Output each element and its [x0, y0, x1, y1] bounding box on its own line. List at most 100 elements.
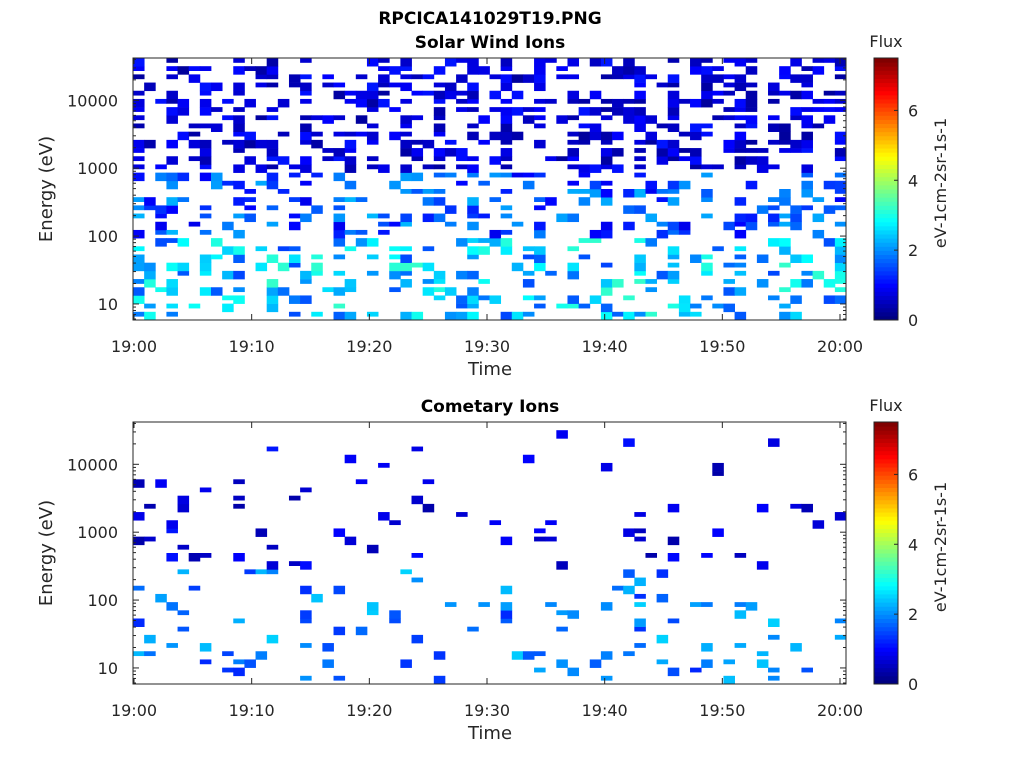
- heatmap-cell: [311, 115, 323, 121]
- heatmap-cell: [378, 98, 390, 108]
- heatmap-cell: [745, 66, 758, 75]
- heatmap-cell: [300, 82, 312, 92]
- heatmap-cell: [333, 254, 346, 260]
- y-tick-label: 100: [87, 591, 118, 610]
- x-tick-label: 19:50: [699, 337, 745, 356]
- heatmap-cell: [634, 189, 646, 198]
- heatmap-cell: [734, 270, 747, 276]
- heatmap-cell: [734, 148, 747, 153]
- colorbar-swatch: [874, 250, 898, 255]
- heatmap-cell: [444, 90, 457, 100]
- heatmap-cell: [667, 667, 680, 677]
- heatmap-cell: [600, 287, 613, 296]
- heatmap-cell: [300, 74, 312, 80]
- heatmap-cell: [210, 287, 223, 296]
- heatmap-cell: [233, 164, 245, 173]
- heatmap-cell: [801, 172, 813, 178]
- heatmap-cell: [400, 82, 412, 92]
- heatmap-cell: [634, 254, 646, 263]
- heatmap-cell: [444, 221, 457, 227]
- heatmap-cell: [433, 164, 446, 170]
- colorbar-swatch: [874, 262, 898, 268]
- x-tick-label: 20:00: [817, 701, 863, 720]
- heatmap-cell: [701, 82, 713, 92]
- heatmap-cell: [467, 303, 479, 309]
- heatmap-cell: [177, 262, 190, 272]
- heatmap-cell: [734, 610, 747, 619]
- heatmap-cell: [378, 462, 390, 468]
- heatmap-cell: [266, 544, 279, 550]
- colorbar-swatch: [874, 82, 898, 88]
- heatmap-cell: [779, 303, 791, 309]
- heatmap-cell: [489, 238, 502, 247]
- heatmap-cell: [534, 303, 546, 309]
- heatmap-cell: [467, 626, 479, 632]
- colorbar-swatch: [874, 516, 898, 521]
- heatmap-cell: [756, 205, 769, 214]
- heatmap-cell: [300, 675, 312, 681]
- heatmap-cell: [467, 311, 479, 321]
- heatmap-cell: [422, 287, 435, 296]
- heatmap-cell: [656, 139, 669, 149]
- heatmap-cell: [188, 139, 201, 149]
- heatmap-cell: [511, 172, 524, 178]
- heatmap-cell: [266, 66, 279, 75]
- heatmap-cell: [199, 287, 212, 296]
- heatmap-cell: [389, 610, 401, 619]
- heatmap-cell: [534, 74, 546, 83]
- heatmap-cell: [690, 66, 702, 75]
- heatmap-cell: [155, 479, 167, 488]
- y-axis-label: Energy (eV): [36, 136, 57, 242]
- heatmap-cell: [522, 246, 535, 252]
- heatmap-cell: [712, 303, 724, 309]
- colorbar-swatch: [874, 671, 898, 677]
- heatmap-cell: [389, 107, 401, 112]
- heatmap-cell: [567, 180, 580, 186]
- heatmap-cell: [467, 221, 479, 231]
- heatmap-cell: [155, 98, 167, 104]
- heatmap-cell: [801, 148, 813, 153]
- heatmap-cell: [779, 90, 791, 96]
- heatmap-cell: [600, 221, 613, 231]
- heatmap-cell: [344, 139, 357, 149]
- heatmap-cell: [701, 659, 713, 668]
- heatmap-cell: [422, 503, 435, 513]
- heatmap-cell: [612, 311, 624, 317]
- heatmap-cell: [779, 213, 791, 219]
- heatmap-cell: [667, 618, 680, 624]
- heatmap-cell: [534, 221, 546, 231]
- heatmap-cell: [266, 115, 279, 121]
- heatmap-cell: [712, 98, 724, 104]
- heatmap-cell: [478, 295, 490, 301]
- y-tick-label: 10000: [67, 91, 118, 110]
- heatmap-cell: [701, 197, 713, 202]
- heatmap-cell: [745, 148, 758, 153]
- heatmap-cell: [467, 270, 479, 280]
- heatmap-cell: [244, 569, 256, 575]
- heatmap-cell: [522, 254, 535, 260]
- heatmap-cell: [500, 213, 513, 219]
- heatmap-cell: [667, 279, 680, 284]
- heatmap-cell: [456, 270, 468, 280]
- heatmap-cell: [556, 430, 568, 439]
- heatmap-cell: [456, 295, 468, 304]
- colorbar-swatch: [874, 234, 898, 239]
- heatmap-cell: [233, 58, 245, 63]
- heatmap-cell: [155, 172, 167, 182]
- heatmap-cell: [411, 156, 424, 162]
- heatmap-cell: [634, 98, 646, 104]
- heatmap-cell: [467, 66, 479, 75]
- heatmap-cell: [366, 90, 379, 100]
- heatmap-cell: [600, 180, 613, 186]
- heatmap-cell: [444, 602, 457, 607]
- colorbar-swatch: [874, 58, 898, 63]
- heatmap-cell: [255, 115, 268, 121]
- heatmap-cell: [266, 279, 279, 288]
- heatmap-cell: [489, 107, 502, 112]
- heatmap-cell: [233, 229, 245, 239]
- heatmap-cell: [199, 229, 212, 235]
- heatmap-cell: [745, 139, 758, 145]
- heatmap-cell: [779, 287, 791, 293]
- heatmap-cell: [612, 585, 624, 591]
- heatmap-cell: [166, 205, 178, 214]
